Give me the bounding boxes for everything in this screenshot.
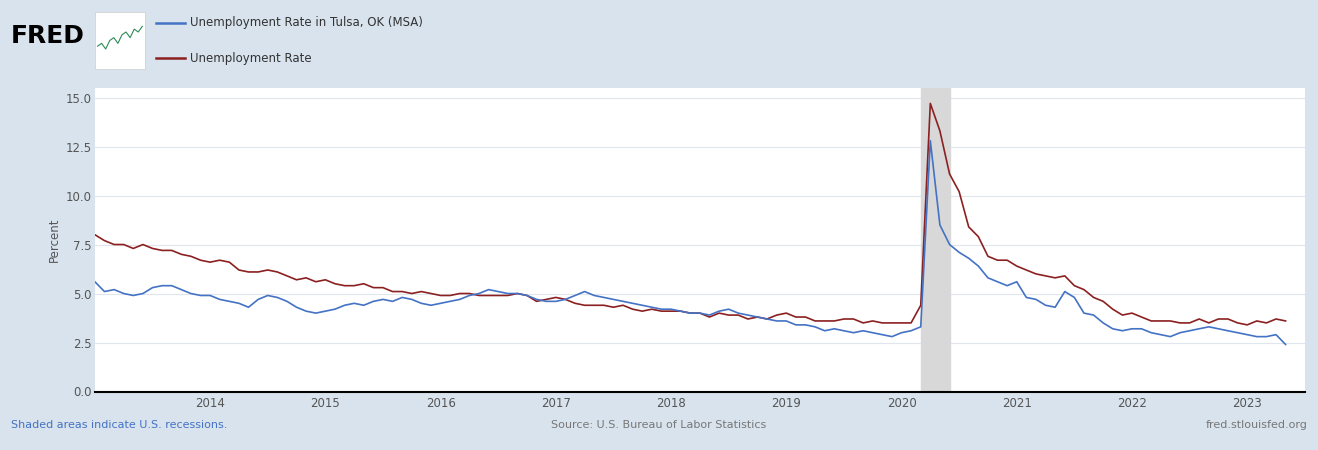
Text: Unemployment Rate: Unemployment Rate <box>190 52 311 65</box>
Y-axis label: Percent: Percent <box>47 217 61 262</box>
Text: Source: U.S. Bureau of Labor Statistics: Source: U.S. Bureau of Labor Statistics <box>551 420 767 430</box>
Text: fred.stlouisfed.org: fred.stlouisfed.org <box>1206 420 1307 430</box>
FancyBboxPatch shape <box>95 12 145 69</box>
Text: Unemployment Rate in Tulsa, OK (MSA): Unemployment Rate in Tulsa, OK (MSA) <box>190 16 423 29</box>
Bar <box>921 88 950 392</box>
Text: Shaded areas indicate U.S. recessions.: Shaded areas indicate U.S. recessions. <box>11 420 227 430</box>
Text: FRED: FRED <box>11 24 84 49</box>
